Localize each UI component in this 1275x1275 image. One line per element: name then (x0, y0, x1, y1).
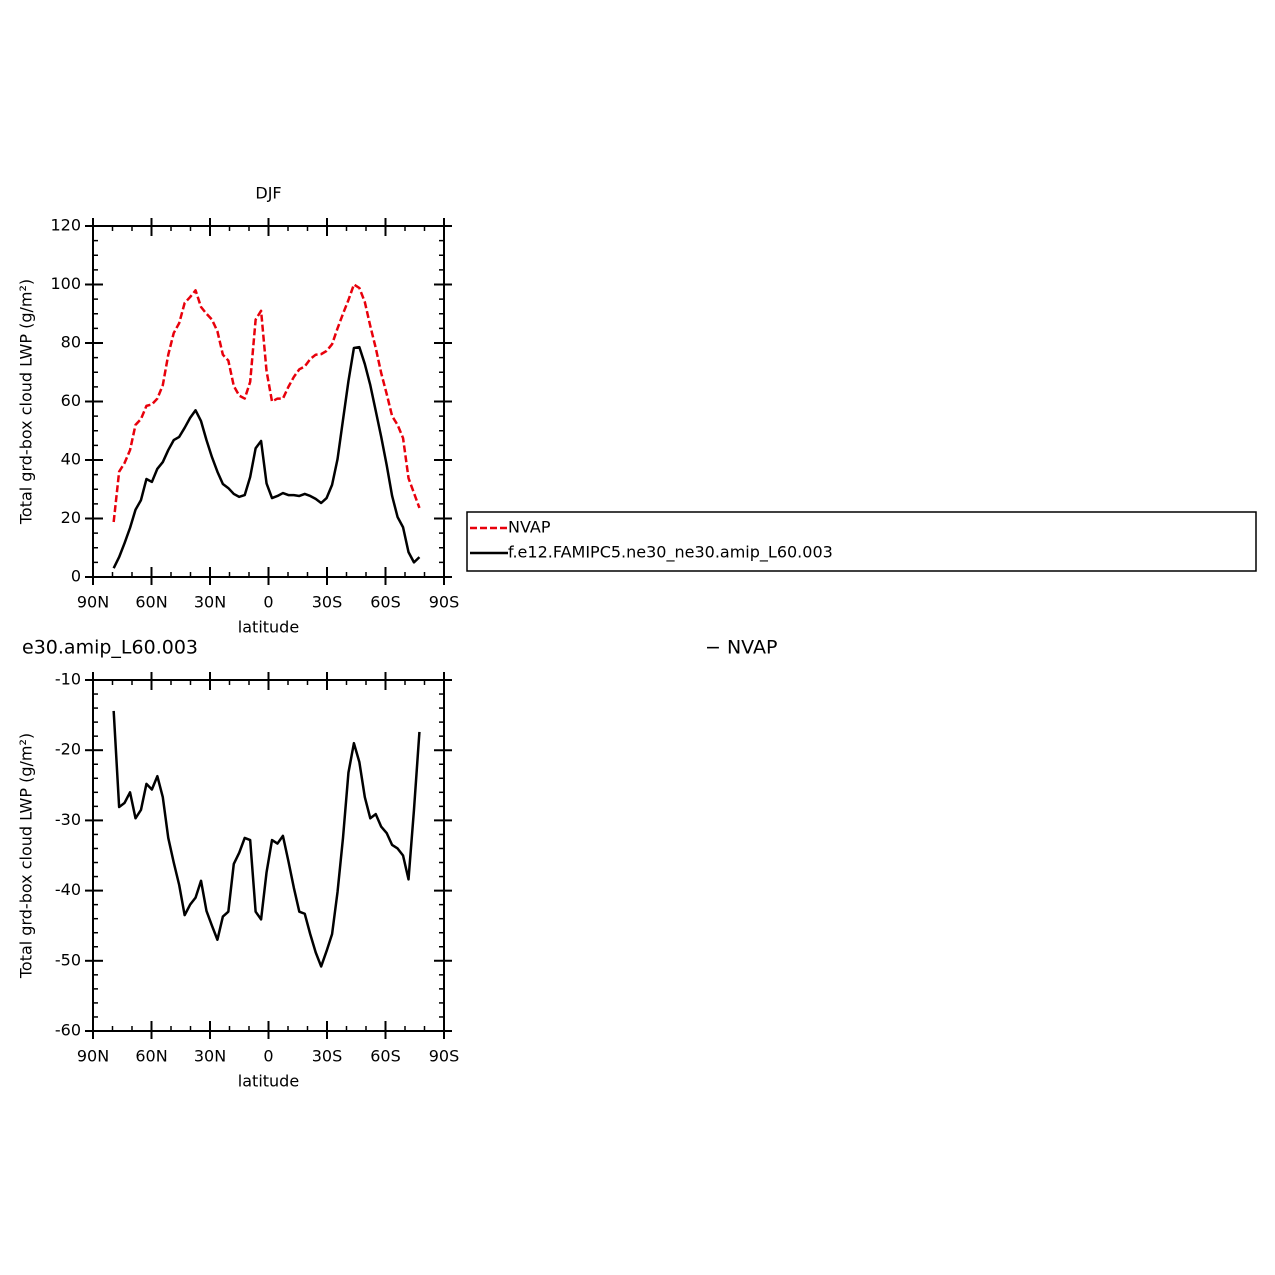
x-tick-label: 30S (312, 593, 343, 612)
x-tick-label: 90S (429, 1047, 460, 1066)
plot-frame (92, 225, 445, 578)
data-line (112, 345, 421, 569)
x-tick-label: 90N (77, 1047, 109, 1066)
x-axis-label: latitude (238, 1072, 299, 1091)
chart-title-left: e30.amip_L60.003 (22, 637, 198, 659)
x-tick-label: 0 (263, 593, 273, 612)
x-tick-label: 60N (135, 593, 167, 612)
y-tick-label: 0 (71, 567, 81, 586)
data-line (112, 710, 421, 968)
y-tick-label: -10 (55, 670, 81, 689)
y-tick-label: 20 (61, 508, 81, 527)
x-tick-label: 60N (135, 1047, 167, 1066)
y-tick-label: 100 (50, 274, 81, 293)
x-tick-label: 90N (77, 593, 109, 612)
y-axis-label: Total grd-box cloud LWP (g/m²) (17, 733, 36, 979)
y-tick-label: -40 (55, 880, 81, 899)
x-tick-label: 30N (194, 593, 226, 612)
y-tick-label: 80 (61, 333, 81, 352)
legend-label: f.e12.FAMIPC5.ne30_ne30.amip_L60.003 (508, 543, 833, 563)
chart-title-right: − NVAP (705, 637, 777, 659)
y-tick-label: -50 (55, 950, 81, 969)
x-tick-label: 0 (263, 1047, 273, 1066)
y-tick-label: -20 (55, 740, 81, 759)
x-tick-label: 60S (370, 593, 401, 612)
y-tick-label: -30 (55, 810, 81, 829)
y-tick-label: 40 (61, 450, 81, 469)
legend-label: NVAP (508, 518, 551, 537)
y-axis-label: Total grd-box cloud LWP (g/m²) (17, 279, 36, 525)
x-tick-label: 30S (312, 1047, 343, 1066)
y-tick-label: 120 (50, 216, 81, 235)
x-tick-label: 30N (194, 1047, 226, 1066)
x-axis-label: latitude (238, 618, 299, 637)
data-line (112, 283, 421, 523)
chart-title: DJF (255, 184, 281, 203)
x-tick-label: 90S (429, 593, 460, 612)
y-tick-label: 60 (61, 391, 81, 410)
legend-box (466, 511, 1257, 572)
x-tick-label: 60S (370, 1047, 401, 1066)
y-tick-label: -60 (55, 1021, 81, 1040)
